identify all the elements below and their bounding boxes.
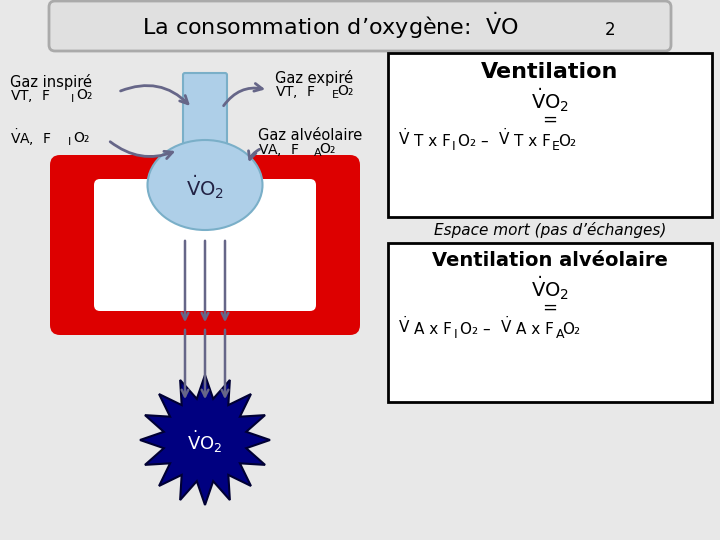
Text: I: I (454, 327, 458, 341)
Text: =: = (542, 299, 557, 317)
Text: $\mathregular{\dot{V}}$O$_2$: $\mathregular{\dot{V}}$O$_2$ (187, 429, 222, 455)
Text: $\mathregular{\dot{V}}$: $\mathregular{\dot{V}}$ (498, 127, 510, 149)
Text: I: I (68, 137, 71, 147)
FancyBboxPatch shape (388, 53, 712, 217)
Text: I: I (452, 139, 456, 152)
Text: $\mathregular{\dot{V}}$A,  F: $\mathregular{\dot{V}}$A, F (10, 127, 51, 149)
Text: I: I (71, 94, 74, 104)
Text: 2: 2 (605, 21, 616, 39)
Text: $\mathregular{\dot{V}}$O$_2$: $\mathregular{\dot{V}}$O$_2$ (531, 86, 569, 114)
Text: Gaz alvéolaire: Gaz alvéolaire (258, 129, 362, 144)
Text: $\mathregular{\dot{V}}$: $\mathregular{\dot{V}}$ (398, 315, 410, 336)
Text: $\mathregular{\dot{V}}$T,  F: $\mathregular{\dot{V}}$T, F (275, 80, 315, 102)
Text: Gaz expiré: Gaz expiré (275, 70, 353, 86)
Text: A x F: A x F (516, 322, 554, 338)
Text: A: A (314, 148, 322, 158)
Text: O₂: O₂ (562, 322, 580, 338)
Text: $\mathregular{\dot{V}}$O$_2$: $\mathregular{\dot{V}}$O$_2$ (186, 173, 224, 201)
Text: Gaz inspiré: Gaz inspiré (10, 74, 92, 90)
Text: A x F: A x F (414, 322, 452, 338)
Text: E: E (332, 90, 339, 100)
Text: =: = (542, 111, 557, 129)
Text: La consommation d’oxygène:  $\mathregular{\dot{V}}$O: La consommation d’oxygène: $\mathregular… (142, 11, 518, 42)
Text: $\mathregular{\dot{V}}$: $\mathregular{\dot{V}}$ (398, 127, 410, 149)
Text: Ventilation alvéolaire: Ventilation alvéolaire (432, 251, 668, 269)
FancyBboxPatch shape (94, 179, 316, 311)
Text: $\mathregular{\dot{V}}$T,  F: $\mathregular{\dot{V}}$T, F (10, 85, 50, 105)
Text: $\mathregular{\dot{V}}$: $\mathregular{\dot{V}}$ (500, 315, 513, 336)
FancyBboxPatch shape (49, 1, 671, 51)
Text: A: A (556, 327, 564, 341)
Text: O₂: O₂ (558, 134, 576, 150)
Text: Espace mort (pas d’échanges): Espace mort (pas d’échanges) (434, 222, 666, 238)
Ellipse shape (148, 140, 263, 230)
Text: O₂: O₂ (73, 131, 89, 145)
Text: Ventilation: Ventilation (481, 62, 618, 82)
Text: O₂ –: O₂ – (460, 322, 495, 338)
FancyBboxPatch shape (183, 73, 227, 152)
FancyBboxPatch shape (50, 155, 360, 335)
Text: E: E (552, 139, 560, 152)
Text: $\mathregular{\dot{V}}$A,  F: $\mathregular{\dot{V}}$A, F (258, 139, 300, 159)
Text: O₂ –: O₂ – (458, 134, 493, 150)
Text: T x F: T x F (414, 134, 451, 150)
Text: O₂: O₂ (76, 88, 92, 102)
FancyBboxPatch shape (388, 243, 712, 402)
Polygon shape (140, 375, 270, 505)
Text: $\mathregular{\dot{V}}$O$_2$: $\mathregular{\dot{V}}$O$_2$ (531, 274, 569, 302)
Text: O₂: O₂ (337, 84, 354, 98)
Text: T x F: T x F (514, 134, 551, 150)
Text: O₂: O₂ (319, 142, 336, 156)
